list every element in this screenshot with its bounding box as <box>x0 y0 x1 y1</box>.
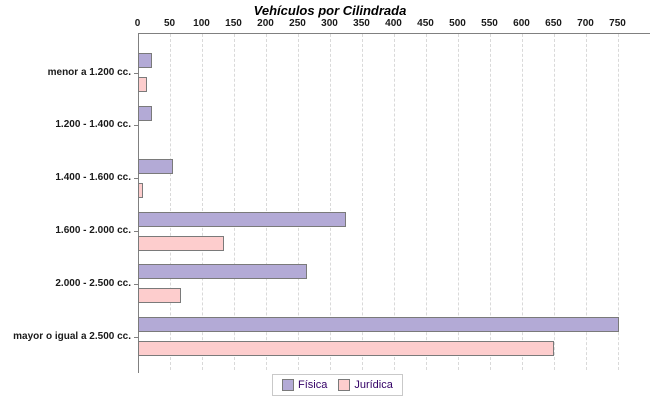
gridline <box>393 34 395 370</box>
bar-fisica <box>137 105 152 121</box>
gridline <box>489 34 491 370</box>
x-tick-label: 550 <box>481 18 498 29</box>
x-tick-label: 700 <box>577 18 594 29</box>
x-tick-label: 400 <box>385 18 402 29</box>
bar-juridica <box>137 341 554 357</box>
bar-juridica <box>137 235 224 251</box>
gridline <box>521 34 523 370</box>
x-tick-label: 500 <box>449 18 466 29</box>
x-tick-label: 150 <box>225 18 242 29</box>
bar-fisica <box>137 211 346 227</box>
legend-swatch-juridica <box>338 379 351 391</box>
category-label: 1.400 - 1.600 cc. <box>55 172 131 184</box>
legend-swatch-fisica <box>282 379 294 391</box>
x-tick-label: 50 <box>163 18 176 29</box>
bar-fisica <box>137 53 153 68</box>
gridline <box>297 34 299 370</box>
gridline <box>201 34 203 370</box>
legend-item-fisica: Física <box>282 379 327 391</box>
category-label: 1.600 - 2.000 cc. <box>55 225 131 237</box>
legend: Física Jurídica <box>272 374 403 396</box>
gridline <box>457 34 459 370</box>
category-tick-mark <box>133 336 138 338</box>
category-label: menor a 1.200 cc. <box>47 66 131 78</box>
gridline <box>361 34 363 370</box>
x-tick-label: 200 <box>257 18 274 29</box>
bar-juridica <box>137 77 148 92</box>
x-tick-label: 450 <box>417 18 434 29</box>
x-tick-label: 0 <box>134 18 141 29</box>
bar-fisica <box>137 264 308 280</box>
bar-juridica <box>137 288 182 304</box>
x-tick-label: 100 <box>193 18 210 29</box>
category-tick-mark <box>133 283 138 285</box>
gridline <box>265 34 267 370</box>
x-tick-label: 600 <box>513 18 530 29</box>
category-label: 2.000 - 2.500 cc. <box>55 277 131 289</box>
gridline <box>617 34 619 370</box>
gridline <box>233 34 235 370</box>
gridline <box>585 34 587 370</box>
bar-fisica <box>137 158 173 174</box>
legend-label-fisica: Física <box>298 379 328 391</box>
x-tick-label: 350 <box>353 18 370 29</box>
x-tick-label: 250 <box>289 18 306 29</box>
x-tick-mark <box>137 33 139 37</box>
gridline <box>169 34 171 370</box>
category-tick-mark <box>133 231 138 233</box>
x-tick-label: 750 <box>609 18 626 29</box>
category-label: 1.200 - 1.400 cc. <box>55 119 131 131</box>
bar-juridica <box>137 182 143 198</box>
y-axis-line <box>137 33 139 373</box>
x-tick-label: 650 <box>545 18 562 29</box>
category-label: mayor o igual a 2.500 cc. <box>13 330 131 342</box>
gridline <box>425 34 427 370</box>
x-tick-label: 300 <box>321 18 338 29</box>
bar-fisica <box>137 317 619 333</box>
category-tick-mark <box>133 125 138 127</box>
legend-label-juridica: Jurídica <box>354 379 393 391</box>
category-tick-mark <box>133 178 138 180</box>
legend-item-juridica: Jurídica <box>338 379 393 391</box>
gridline <box>329 34 331 370</box>
gridline <box>553 34 555 370</box>
chart-title: Vehículos por Cilindrada <box>253 3 407 18</box>
category-tick-mark <box>133 72 138 74</box>
